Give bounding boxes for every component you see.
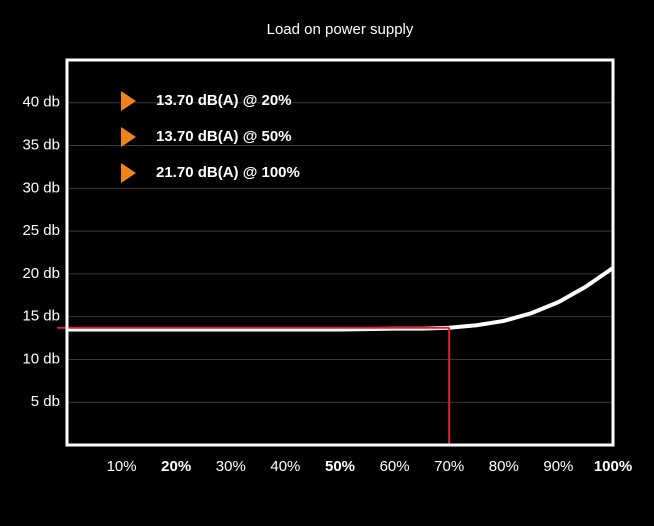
x-tick-label: 70%: [434, 458, 464, 475]
y-tick-label: 30 db: [22, 179, 60, 196]
y-tick-label: 10 db: [22, 350, 60, 367]
annotation-icon: [121, 91, 136, 111]
y-tick-label: 40 db: [22, 94, 60, 111]
annotation: 13.70 dB(A) @ 20%: [156, 92, 292, 109]
x-tick-label: 100%: [594, 458, 632, 475]
annotation: 13.70 dB(A) @ 50%: [156, 128, 292, 145]
line: [67, 266, 615, 332]
x-tick-label: 50%: [325, 458, 355, 475]
annotation-icon: [121, 163, 136, 183]
annotation-icon: [121, 127, 136, 147]
y-tick-label: 35 db: [22, 137, 60, 154]
x-tick-label: 20%: [161, 458, 191, 475]
x-tick-label: 80%: [489, 458, 519, 475]
x-tick-label: 40%: [270, 458, 300, 475]
x-tick-label: 30%: [216, 458, 246, 475]
y-tick-label: 15 db: [22, 308, 60, 325]
x-tick-label: 10%: [107, 458, 137, 475]
y-tick-label: 5 db: [31, 393, 60, 410]
y-tick-label: 25 db: [22, 222, 60, 239]
chart-title: Load on power supply: [267, 21, 414, 38]
x-tick-label: 90%: [543, 458, 573, 475]
x-tick-label: 60%: [380, 458, 410, 475]
annotation: 21.70 dB(A) @ 100%: [156, 164, 300, 181]
plot-frame: [65, 58, 615, 447]
y-tick-label: 20 db: [22, 265, 60, 282]
